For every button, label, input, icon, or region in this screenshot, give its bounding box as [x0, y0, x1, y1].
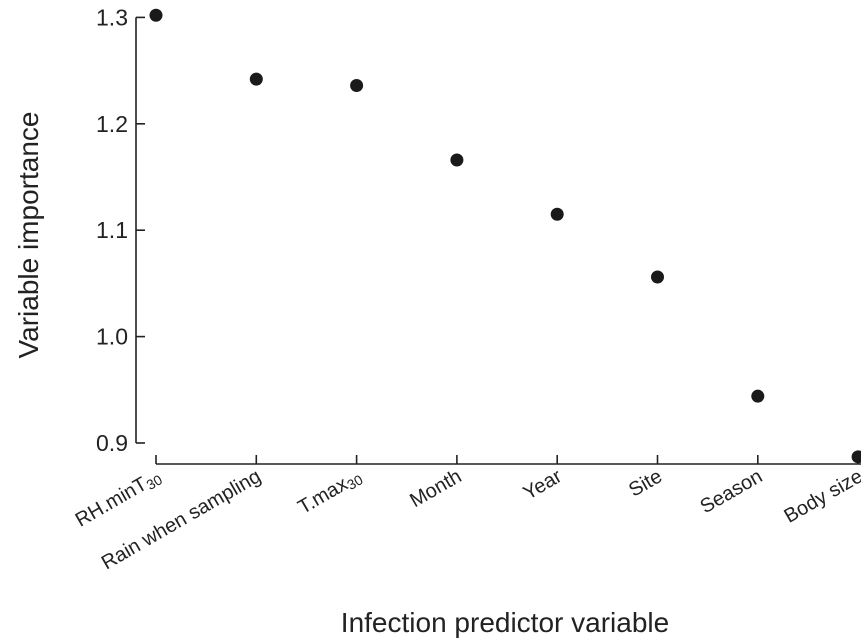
y-tick-label: 1.0	[96, 324, 128, 350]
y-tick-label: 0.9	[96, 430, 128, 456]
x-tick-label: T.max30	[294, 465, 365, 519]
data-point	[851, 450, 861, 464]
x-tick-label: Season	[697, 465, 767, 518]
y-tick-label: 1.3	[96, 4, 128, 30]
data-point	[450, 153, 464, 167]
x-tick-label: RH.minT30	[72, 465, 165, 532]
data-point	[249, 72, 263, 86]
data-points	[149, 8, 861, 464]
y-tick-label: 1.2	[96, 111, 128, 137]
data-point	[751, 389, 765, 403]
x-tick-label: Month	[406, 465, 465, 512]
x-tick-label: Site	[625, 465, 666, 501]
data-point	[651, 270, 664, 284]
x-tick-label: Year	[520, 465, 566, 504]
data-point	[350, 78, 364, 92]
data-point	[550, 207, 564, 221]
x-tick-label: Body size	[780, 465, 861, 527]
y-axis-title: Variable importance	[13, 112, 44, 359]
data-point	[149, 8, 163, 22]
y-axis: 0.9 1.0 1.1 1.2 1.3	[96, 4, 145, 456]
y-tick-label: 1.1	[96, 217, 128, 243]
x-tick-label: Rain when sampling	[98, 465, 265, 574]
x-axis-title: Infection predictor variable	[341, 607, 669, 638]
